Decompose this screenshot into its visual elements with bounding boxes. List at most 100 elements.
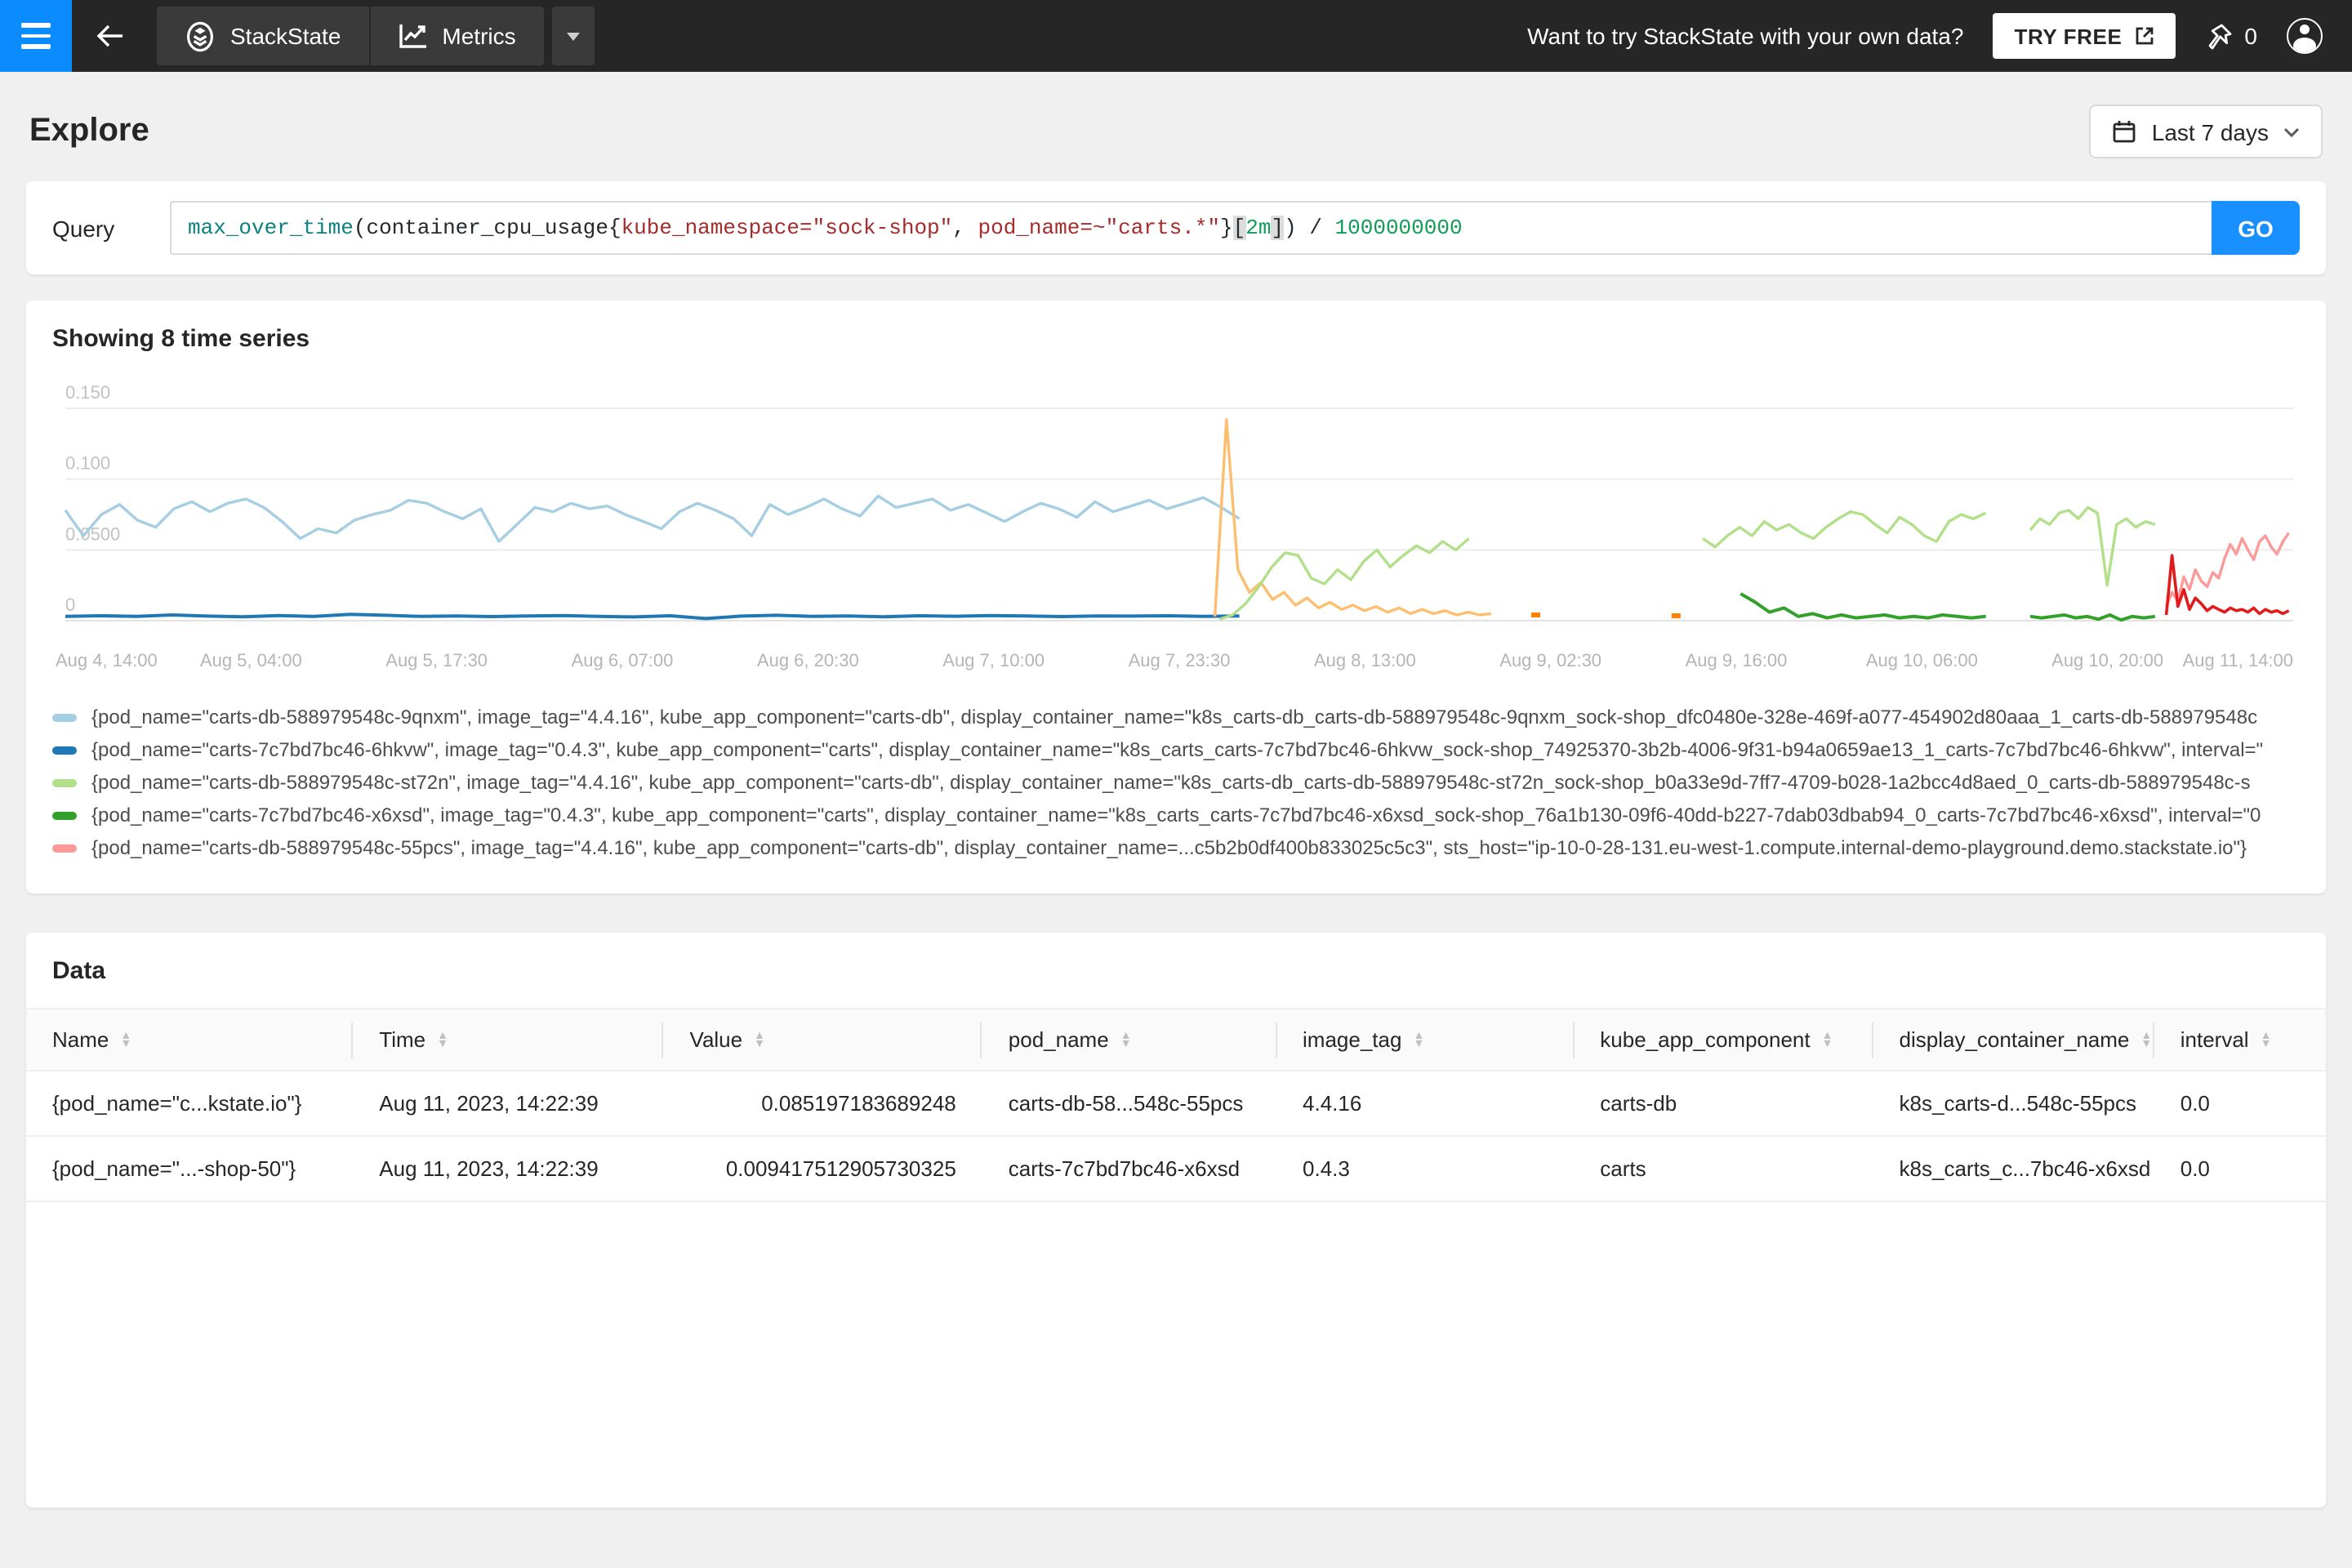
x-axis-tick-label: Aug 10, 06:00 <box>1865 652 1978 671</box>
go-button[interactable]: GO <box>2212 201 2300 255</box>
series-line <box>2164 554 2290 616</box>
table-cell: {pod_name="...-shop-50"} <box>26 1136 354 1202</box>
back-button[interactable] <box>72 0 147 72</box>
query-token: = <box>800 216 813 240</box>
y-axis-tick-label: 0 <box>65 595 75 615</box>
column-header-pod-name[interactable]: pod_name ▲ ▼ <box>982 1008 1277 1071</box>
series-line <box>64 494 1241 543</box>
chevron-down-icon <box>2283 127 2300 136</box>
query-token: max_over_time <box>188 216 354 240</box>
data-heading: Data <box>52 957 106 985</box>
series-line <box>1740 592 1986 620</box>
series-line <box>1702 510 1987 549</box>
query-token: , <box>952 216 978 240</box>
x-axis-tick-label: Aug 5, 04:00 <box>199 652 302 671</box>
x-axis-tick-label: Aug 9, 16:00 <box>1685 652 1788 671</box>
column-header-kube-app-component[interactable]: kube_app_component ▲ ▼ <box>1574 1008 1873 1071</box>
chart-legend: {pod_name="carts-db-588979548c-9qnxm", i… <box>52 701 2300 864</box>
time-range-dropdown[interactable]: Last 7 days <box>2089 105 2323 158</box>
x-axis-tick-label: Aug 11, 14:00 <box>2182 652 2293 671</box>
pinned-items-button[interactable]: 0 <box>2205 22 2257 50</box>
x-axis-tick-label: Aug 4, 14:00 <box>56 652 158 671</box>
legend-label: {pod_name="carts-db-588979548c-9qnxm", i… <box>91 706 2258 728</box>
legend-label: {pod_name="carts-7c7bd7bc46-6hkvw", imag… <box>91 738 2264 761</box>
table-cell: 0.4.3 <box>1276 1136 1575 1202</box>
x-axis-tick-label: Aug 7, 10:00 <box>942 652 1045 671</box>
query-token: "carts.*" <box>1105 216 1220 240</box>
sort-icon: ▲ ▼ <box>1413 1030 1425 1049</box>
time-range-label: Last 7 days <box>2151 118 2269 145</box>
external-link-icon <box>2136 27 2154 45</box>
query-token: =~ <box>1080 216 1106 240</box>
query-token: 2m <box>1245 216 1272 240</box>
table-row[interactable]: {pod_name="...-shop-50"} Aug 11, 2023, 14… <box>26 1136 2326 1202</box>
table-row[interactable]: {pod_name="c...kstate.io"} Aug 11, 2023, … <box>26 1071 2326 1137</box>
query-token: ) <box>1284 216 1297 240</box>
legend-swatch <box>52 746 77 754</box>
column-header-label: Time <box>379 1027 426 1052</box>
query-token: 1000000000 <box>1334 216 1463 240</box>
column-header-time[interactable]: Time ▲ ▼ <box>353 1008 664 1071</box>
pin-icon <box>2209 23 2232 49</box>
nav-more-dropdown-button[interactable] <box>551 7 595 65</box>
x-axis-tick-label: Aug 6, 07:00 <box>571 652 674 671</box>
series-line <box>2029 613 2156 622</box>
table-cell: 0.0 <box>2154 1071 2326 1137</box>
query-token: pod_name <box>978 216 1080 240</box>
legend-item[interactable]: {pod_name="carts-db-588979548c-55pcs", i… <box>52 831 2300 864</box>
legend-label: {pod_name="carts-7c7bd7bc46-x6xsd", imag… <box>91 804 2261 826</box>
query-token: ] <box>1271 216 1285 240</box>
try-free-button[interactable]: TRY FREE <box>1993 13 2176 59</box>
nav-tab-group: StackState Metrics <box>157 7 544 65</box>
query-token: / <box>1296 216 1335 240</box>
time-series-chart[interactable]: 0.150 0.100 0.0500 0 <box>52 379 2298 640</box>
column-header-interval[interactable]: interval ▲ ▼ <box>2154 1008 2326 1071</box>
user-avatar[interactable] <box>2287 18 2323 54</box>
brand-label: StackState <box>230 23 341 49</box>
series-line <box>65 612 1240 621</box>
hamburger-menu-button[interactable] <box>0 0 72 72</box>
table-cell: carts-db <box>1574 1071 1873 1137</box>
column-header-image-tag[interactable]: image_tag ▲ ▼ <box>1276 1008 1575 1071</box>
column-header-label: kube_app_component <box>1600 1027 1811 1052</box>
legend-item[interactable]: {pod_name="carts-db-588979548c-9qnxm", i… <box>52 701 2300 733</box>
query-token: [ <box>1232 216 1246 240</box>
calendar-icon <box>2114 121 2136 143</box>
legend-item[interactable]: {pod_name="carts-7c7bd7bc46-x6xsd", imag… <box>52 799 2300 831</box>
chart-panel: Showing 8 time series 0.150 0.100 0.0500 0 … <box>26 301 2326 893</box>
x-axis-tick-label: Aug 5, 17:30 <box>385 652 488 671</box>
y-axis-tick-label: 0.100 <box>65 453 110 474</box>
query-input[interactable]: max_over_time(container_cpu_usage{kube_n… <box>170 201 2212 255</box>
table-cell: carts <box>1574 1136 1873 1202</box>
sort-icon: ▲ ▼ <box>754 1030 765 1049</box>
column-header-value[interactable]: Value ▲ ▼ <box>663 1008 982 1071</box>
data-table: Name ▲ ▼ Time ▲ ▼ Value ▲ ▼ pod_name ▲ ▼ image_tag ▲ ▼… <box>26 1008 2326 1202</box>
nav-tab-metrics[interactable]: Metrics <box>370 7 544 65</box>
legend-label: {pod_name="carts-db-588979548c-55pcs", i… <box>91 836 2247 859</box>
legend-item[interactable]: {pod_name="carts-7c7bd7bc46-6hkvw", imag… <box>52 733 2300 766</box>
column-header-name[interactable]: Name ▲ ▼ <box>26 1008 354 1071</box>
series-line <box>1213 418 1492 617</box>
navbar-right: Want to try StackState with your own dat… <box>1527 13 2352 59</box>
table-cell: 0.0 <box>2154 1136 2326 1202</box>
metrics-chart-icon <box>399 24 426 48</box>
x-axis-labels: Aug 4, 14:00 Aug 5, 04:00 Aug 5, 17:30 Aug … <box>52 652 2300 678</box>
sort-icon: ▲ ▼ <box>1821 1030 1833 1049</box>
page-title: Explore <box>29 113 149 149</box>
query-label: Query <box>52 215 115 241</box>
legend-item[interactable]: {pod_name="carts-db-588979548c-st72n", i… <box>52 766 2300 799</box>
nav-tab-label: Metrics <box>442 23 516 49</box>
column-header-label: Value <box>689 1027 743 1052</box>
table-cell: 4.4.16 <box>1276 1071 1575 1137</box>
top-navbar: StackState Metrics Want to try StackStat… <box>0 0 2352 72</box>
series-line <box>2029 506 2156 587</box>
column-header-display-container-name[interactable]: display_container_name ▲ ▼ <box>1873 1008 2154 1071</box>
legend-swatch <box>52 778 77 786</box>
table-cell: Aug 11, 2023, 14:22:39 <box>353 1071 664 1137</box>
data-panel: Data Name ▲ ▼ Time ▲ ▼ Value ▲ ▼ pod_name ▲ ▼ image_… <box>26 933 2326 1508</box>
x-axis-tick-label: Aug 8, 13:00 <box>1313 652 1416 671</box>
series-line <box>2165 532 2290 608</box>
nav-tab-stackstate[interactable]: StackState <box>157 7 369 65</box>
x-axis-tick-label: Aug 10, 20:00 <box>2051 652 2164 671</box>
query-token: } <box>1220 216 1233 240</box>
